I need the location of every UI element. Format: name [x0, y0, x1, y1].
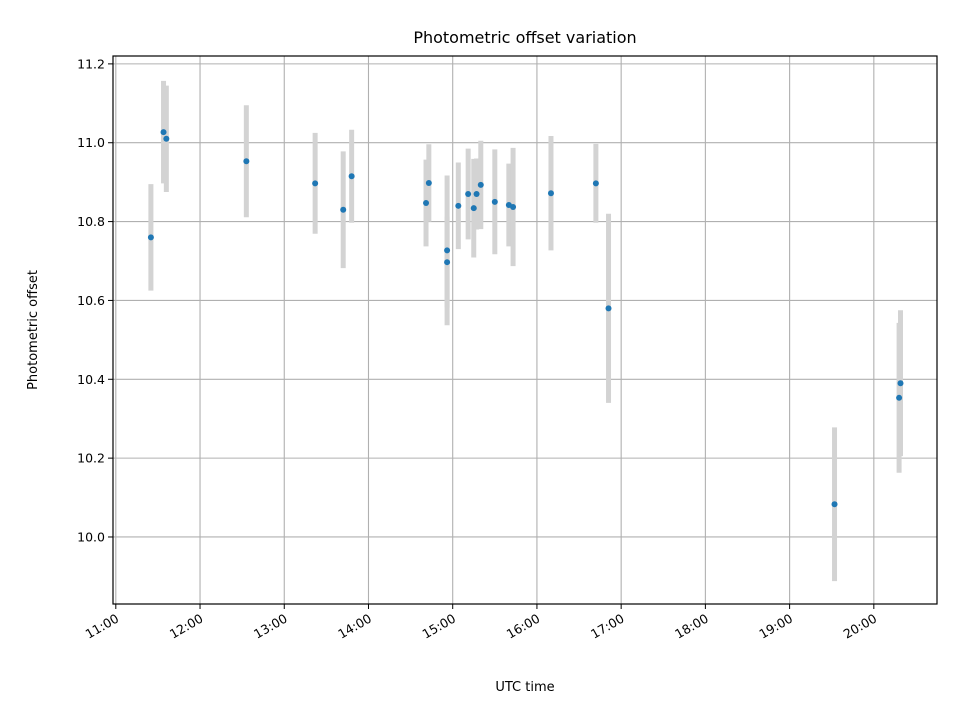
- grid: [113, 56, 937, 604]
- data-point: [312, 180, 319, 187]
- data-point: [444, 259, 451, 266]
- plot-frame: [112, 55, 938, 605]
- y-tick-label: 10.0: [77, 529, 105, 544]
- data-point: [510, 203, 517, 210]
- x-axis-label: UTC time: [495, 680, 554, 695]
- data-point: [592, 180, 599, 187]
- chart-title: Photometric offset variation: [413, 28, 636, 47]
- data-point: [425, 179, 432, 186]
- data-point: [470, 205, 477, 212]
- data-point: [896, 394, 903, 401]
- data-point: [547, 190, 554, 197]
- y-tick-label: 10.4: [77, 372, 105, 387]
- data-point: [473, 190, 480, 197]
- data-point: [491, 198, 498, 205]
- y-tick-label: 11.2: [77, 56, 105, 71]
- data-point: [423, 200, 430, 207]
- data-point: [243, 158, 250, 165]
- y-tick-label: 10.2: [77, 451, 105, 466]
- y-axis-label: Photometric offset: [26, 270, 41, 390]
- data-point: [477, 181, 484, 188]
- data-point: [160, 129, 167, 136]
- data-point: [455, 202, 462, 209]
- y-tick-label: 10.8: [77, 214, 105, 229]
- data-point: [831, 501, 838, 508]
- data-point: [444, 247, 451, 254]
- data-point: [605, 305, 612, 312]
- data-point: [147, 234, 154, 241]
- data-point: [340, 206, 347, 213]
- data-points: [147, 129, 904, 508]
- y-tick-label: 10.6: [77, 293, 105, 308]
- data-point: [348, 173, 355, 180]
- y-tick-label: 11.0: [77, 135, 105, 150]
- data-point: [897, 380, 904, 387]
- data-point: [163, 135, 170, 142]
- data-point: [465, 190, 472, 197]
- y-axis: 10.0 10.2 10.4 10.6 10.8 11.0 11.2: [77, 56, 113, 544]
